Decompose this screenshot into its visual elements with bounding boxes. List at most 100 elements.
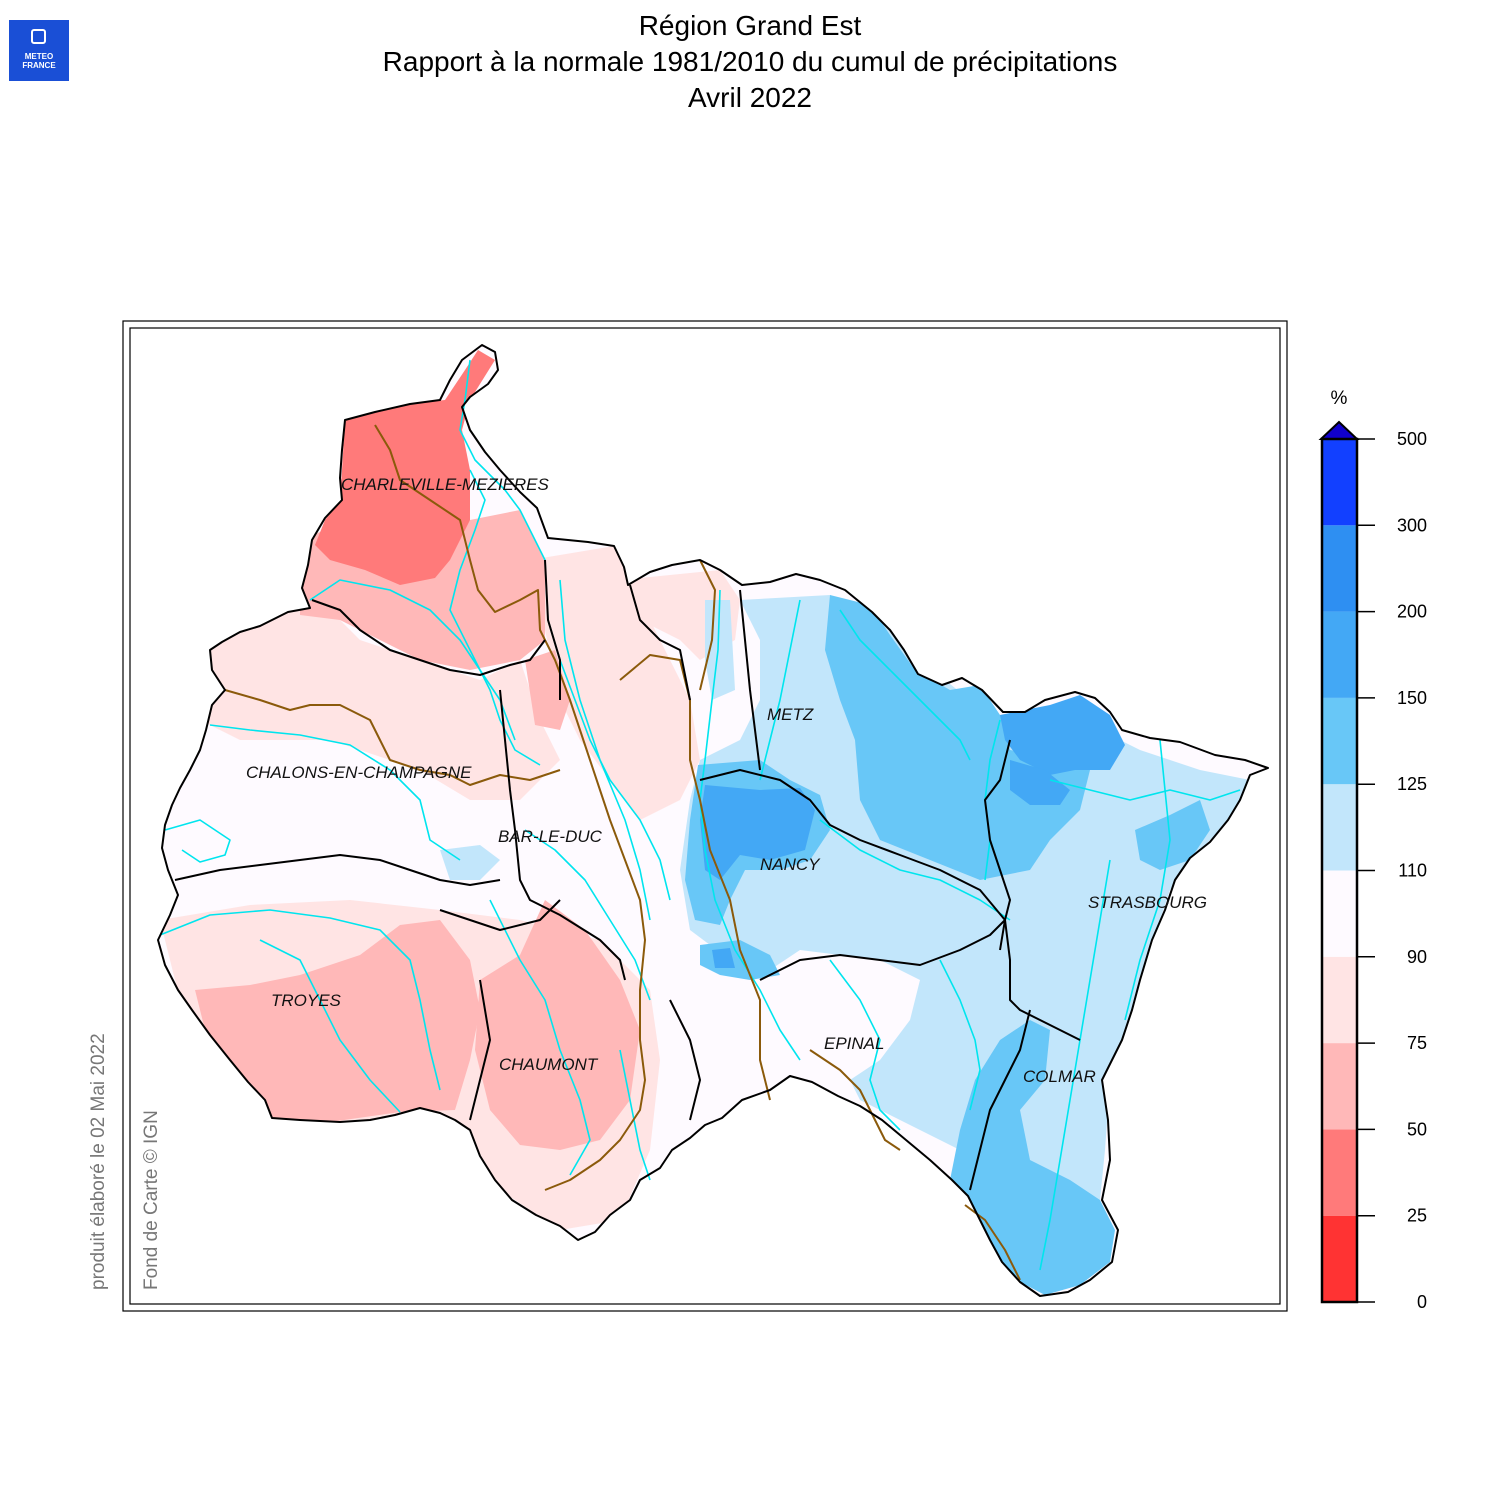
border-moselle-north	[699, 559, 716, 691]
legend-tick-label: 0	[1417, 1292, 1427, 1312]
legend-band-200-300	[1322, 525, 1357, 612]
city-epinal: EPINAL	[824, 1034, 884, 1053]
border-moselle-mm-west	[739, 589, 761, 771]
legend-band-75-90	[1322, 956, 1357, 1044]
border-territoire	[964, 1204, 1021, 1281]
legend-band-150-200	[1322, 611, 1357, 698]
river-moder	[1049, 779, 1241, 801]
band-125-150-vosges	[950, 1020, 1115, 1295]
river-vologne	[939, 959, 981, 1111]
border-vosges-south	[809, 1049, 901, 1151]
band-150-200-spot	[712, 948, 735, 968]
band-125-150-rhine	[1135, 800, 1210, 870]
border-ardennes-marne	[311, 599, 546, 676]
border-marne-aube	[174, 854, 501, 886]
river-marne	[209, 724, 461, 861]
border-marne-meuse	[374, 424, 646, 1191]
border-meuse-moselle	[629, 584, 691, 701]
band-50-75-haute-marne	[475, 900, 640, 1150]
legend-tick-label: 200	[1397, 602, 1427, 622]
border-vosges-hautrhin	[969, 1009, 1031, 1191]
title-region: Région Grand Est	[638, 10, 862, 41]
city-chalons-en-champagne: CHALONS-EN-CHAMPAGNE	[246, 763, 472, 782]
border-moselle-mm	[699, 769, 1006, 951]
legend-ticks: 0 25 50 75 90 110 125 150 200 300 500	[1357, 429, 1427, 1312]
legend-bands	[1322, 439, 1357, 1302]
river-aube	[259, 939, 401, 1113]
city-labels: CHARLEVILLE-MEZIERES CHALONS-EN-CHAMPAGN…	[246, 475, 1207, 1086]
legend-tick-label: 90	[1407, 947, 1427, 967]
river-aire	[559, 579, 651, 921]
band-50-75-aube	[195, 920, 480, 1122]
legend-unit: %	[1331, 388, 1348, 409]
legend-band-300-500	[1322, 439, 1357, 526]
legend-tick-label: 150	[1397, 688, 1427, 708]
legend-band-25-50	[1322, 1129, 1357, 1216]
production-date-credit: produit élaboré le 02 Mai 2022	[88, 1033, 109, 1290]
border-marne-meuse-black	[499, 689, 626, 981]
border-aube-hmarne-south	[469, 979, 491, 1121]
river-rhine	[1124, 739, 1171, 1021]
legend-tick-label: 50	[1407, 1119, 1427, 1139]
logo-icon	[31, 29, 46, 44]
color-legend: % 0 25 50 75 90 110 125 150 200 300 500	[1318, 388, 1427, 1312]
river-haute-marne-stream	[619, 1049, 651, 1181]
river-ardennes-stream	[449, 469, 541, 766]
map-frame	[122, 320, 1288, 1312]
legend-tick-label: 500	[1397, 429, 1427, 449]
band-150-200-bitche	[1000, 695, 1125, 775]
river-ill	[1039, 859, 1111, 1271]
basemap-credit: Fond de Carte © IGN	[141, 1110, 162, 1290]
legend-tick-label: 300	[1397, 515, 1427, 535]
river-ornain	[524, 829, 651, 1001]
legend-tick-label: 75	[1407, 1033, 1427, 1053]
city-bar-le-duc: BAR-LE-DUC	[498, 827, 603, 846]
border-marne-north	[224, 689, 561, 786]
legend-tick-label: 125	[1397, 774, 1427, 794]
band-25-50-ardennes	[315, 350, 495, 585]
border-bas-haut-rhin	[1004, 919, 1081, 1041]
legend-band-125-150	[1322, 697, 1357, 785]
border-hmarne-vosges	[669, 999, 701, 1121]
title-subject: Rapport à la normale 1981/2010 du cumul …	[382, 46, 1118, 77]
city-colmar: COLMAR	[1023, 1067, 1096, 1086]
legend-band-90-110	[1322, 870, 1357, 957]
city-charleville-mezieres: CHARLEVILLE-MEZIERES	[341, 475, 549, 494]
legend-band-0-25	[1322, 1215, 1357, 1302]
river-sarre	[839, 609, 971, 761]
city-metz: METZ	[767, 705, 814, 724]
legend-tick-label: 110	[1398, 861, 1427, 881]
band-110-125-barleduc	[440, 845, 500, 880]
river-seine-north	[164, 819, 231, 863]
border-meuse-mm	[619, 654, 771, 1101]
river-seine	[159, 909, 441, 1091]
city-troyes: TROYES	[271, 991, 342, 1010]
city-strasbourg: STRASBOURG	[1088, 893, 1207, 912]
title-period: Avril 2022	[687, 82, 812, 113]
band-150-200-north-alsace	[1010, 760, 1070, 805]
band-75-90-marne	[200, 600, 560, 800]
department-borders	[224, 424, 1021, 1281]
border-aube-hmarne	[439, 899, 561, 931]
river-meurthe	[819, 819, 1011, 921]
region-borders	[157, 344, 1269, 1297]
band-150-200-nancy	[700, 785, 815, 880]
border-ardennes-meuse	[544, 559, 561, 700]
legend-band-110-125	[1322, 784, 1357, 871]
legend-tick-label: 25	[1407, 1206, 1427, 1226]
border-moselle-basrhin	[984, 739, 1011, 921]
band-75-90-meuse	[530, 545, 700, 820]
precipitation-field	[158, 345, 1268, 1296]
city-chaumont: CHAUMONT	[499, 1055, 599, 1074]
logo-text: METEO FRANCE	[22, 52, 56, 70]
river-marne-south	[489, 899, 591, 1176]
rivers	[159, 359, 1241, 1271]
city-nancy: NANCY	[760, 855, 821, 874]
river-moselle-north	[759, 599, 801, 781]
meteo-france-logo: METEO FRANCE	[9, 20, 69, 81]
legend-overflow-arrow	[1318, 420, 1360, 440]
river-madon	[829, 959, 901, 1131]
river-moselle	[699, 589, 801, 1061]
legend-band-50-75	[1322, 1043, 1357, 1130]
